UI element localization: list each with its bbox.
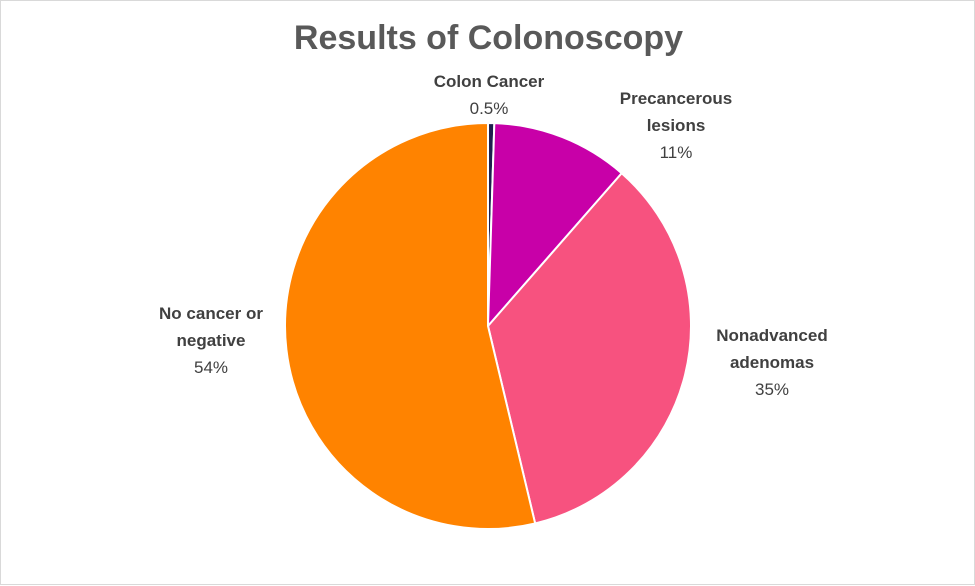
slice-label-name: negative — [177, 331, 246, 350]
slice-label-name: adenomas — [730, 353, 814, 372]
slice-label-value: 0.5% — [470, 99, 509, 118]
slice-label-4: No cancer or negative 54% — [159, 304, 263, 377]
slice-label-name: Nonadvanced — [716, 326, 827, 345]
slice-label-value: 35% — [755, 380, 789, 399]
slice-label-name: Precancerous — [620, 89, 732, 108]
slice-label-value: 11% — [660, 143, 693, 162]
slice-label-value: 54% — [194, 358, 228, 377]
pie-slice-4 — [284, 121, 537, 530]
slice-label-2: Precancerous lesions 11% — [620, 89, 732, 162]
slice-label-name: No cancer or — [159, 304, 263, 323]
pie-slices — [284, 121, 692, 530]
slice-label-1: Colon Cancer 0.5% — [434, 72, 545, 118]
pie-slice-2 — [486, 122, 624, 329]
slice-label-name: Colon Cancer — [434, 72, 545, 91]
pie-slice-3 — [486, 171, 692, 525]
pie-labels: Colon Cancer 0.5% Precancerous lesions 11% No… — [159, 72, 828, 399]
chart-title: Results of Colonoscopy — [293, 19, 684, 57]
slice-label-3: Nonadvanced adenomas 35% — [716, 326, 827, 399]
slice-label-name: lesions — [647, 116, 706, 135]
